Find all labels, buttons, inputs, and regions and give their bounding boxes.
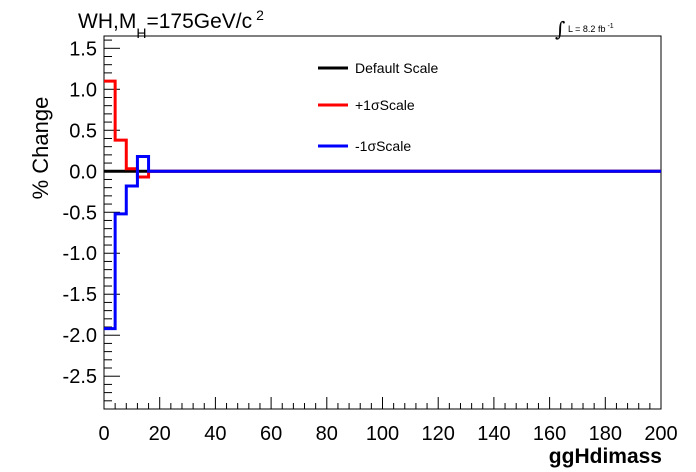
luminosity-exponent: -1 bbox=[607, 23, 613, 30]
x-axis-label: ggHdimass bbox=[549, 445, 662, 468]
x-tick-label: 20 bbox=[149, 423, 171, 445]
x-tick-label: 0 bbox=[98, 423, 109, 445]
y-axis: -2.5 -2.0 -1.5 -1.0 -0.5 0.0 0.5 1.0 1.5 bbox=[63, 38, 120, 410]
chart-title-superscript: 2 bbox=[256, 7, 264, 23]
x-tick-label: 140 bbox=[477, 423, 510, 445]
x-tick-label: 180 bbox=[589, 423, 622, 445]
chart-title-prefix: WH,M bbox=[78, 10, 136, 33]
luminosity-integral: ∫ bbox=[555, 17, 565, 41]
x-axis: 0 20 40 60 80 100 120 140 160 180 200 bbox=[98, 397, 678, 445]
x-tick-label: 100 bbox=[366, 423, 399, 445]
y-tick-label: -2.5 bbox=[63, 366, 97, 388]
y-tick-label: -1.0 bbox=[63, 243, 97, 265]
y-tick-label: 1.0 bbox=[69, 79, 97, 101]
series-layer bbox=[104, 79, 661, 331]
luminosity-label: L = 8.2 fb -1 bbox=[568, 23, 614, 34]
y-tick-label: 1.5 bbox=[69, 38, 97, 60]
x-tick-label: 60 bbox=[260, 423, 282, 445]
chart-title-middle: =175GeV/c bbox=[146, 10, 252, 33]
x-tick-label: 80 bbox=[316, 423, 338, 445]
x-tick-label: 200 bbox=[644, 423, 677, 445]
x-tick-label: 120 bbox=[422, 423, 455, 445]
x-tick-label: 160 bbox=[533, 423, 566, 445]
legend-label-2: -1σScale bbox=[355, 138, 411, 154]
y-tick-label: 0.5 bbox=[69, 120, 97, 142]
y-tick-label: -2.0 bbox=[63, 325, 97, 347]
y-tick-label: 0.0 bbox=[69, 161, 97, 183]
y-tick-label: -1.5 bbox=[63, 284, 97, 306]
y-tick-label: -0.5 bbox=[63, 202, 97, 224]
chart-title-subscript: H bbox=[136, 25, 146, 41]
chart-title: WH,MH=175GeV/c 2 bbox=[78, 7, 264, 41]
y-axis-label: % Change bbox=[28, 97, 53, 200]
legend: Default Scale +1σScale -1σScale bbox=[318, 60, 438, 154]
legend-label-0: Default Scale bbox=[355, 60, 438, 76]
luminosity-text: L = 8.2 fb bbox=[568, 24, 605, 34]
x-tick-label: 40 bbox=[204, 423, 226, 445]
series-line-2 bbox=[104, 155, 661, 331]
legend-label-1: +1σScale bbox=[355, 97, 415, 113]
